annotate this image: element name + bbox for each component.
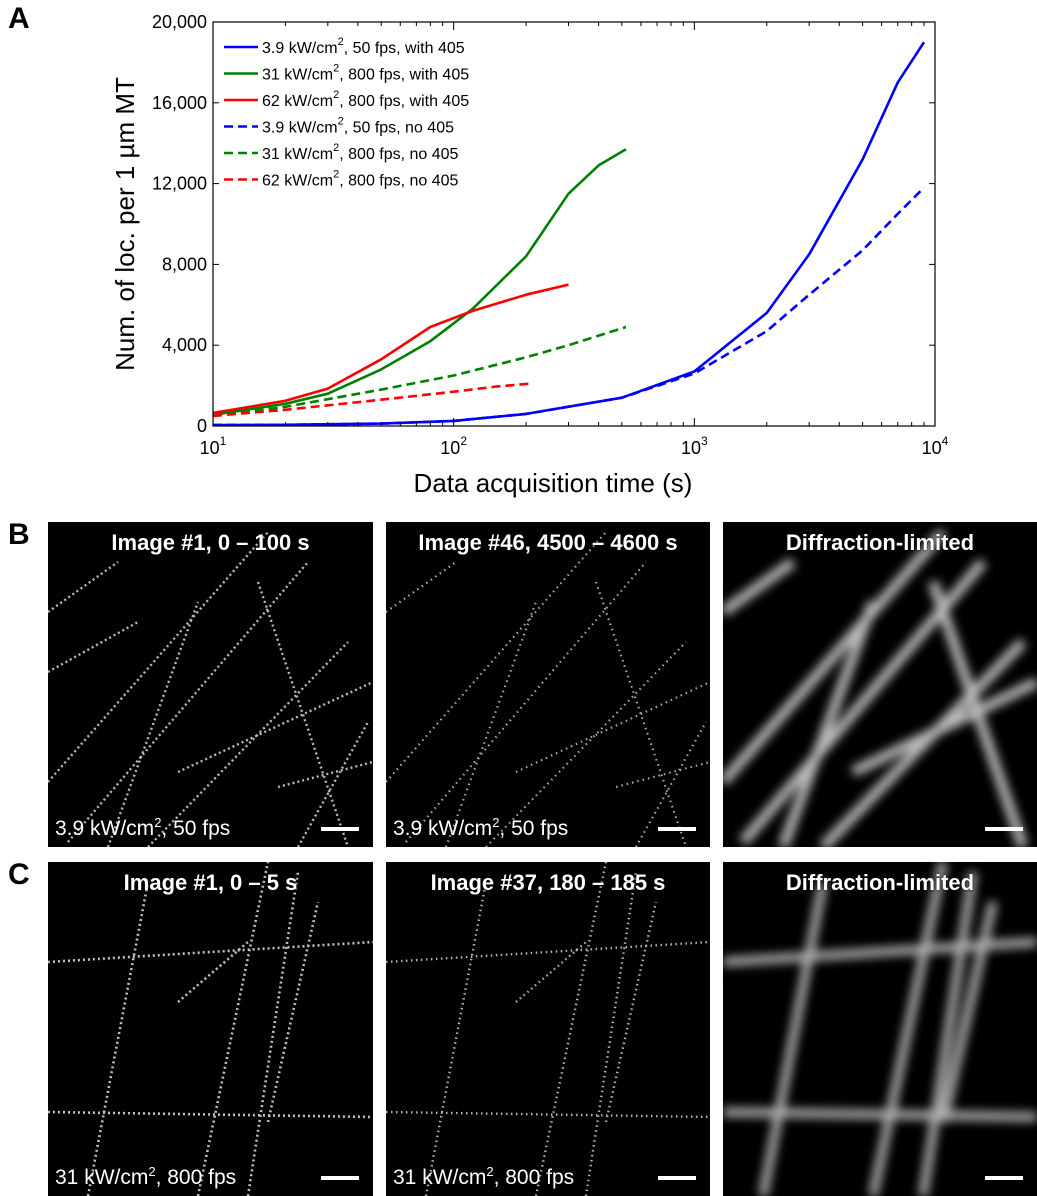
- panel-title: Diffraction-limited: [785, 530, 975, 555]
- y-tick-label: 0: [197, 416, 207, 436]
- x-tick-label: 102: [440, 434, 467, 458]
- microtubule-image: [48, 862, 373, 1196]
- series-line: [212, 148, 627, 417]
- legend-label: 31 kW/cm2, 800 fps, with 405: [262, 63, 469, 84]
- panel-title: Image #1, 0 – 100 s: [111, 530, 310, 555]
- microtubule-image: [386, 531, 710, 847]
- panel-title: Image #37, 180 – 185 s: [430, 870, 666, 895]
- y-axis-label: Num. of loc. per 1 µm MT: [110, 77, 140, 371]
- panel-title: Image #1, 0 – 5 s: [123, 870, 298, 895]
- y-tick-label: 16,000: [152, 93, 207, 113]
- legend-label: 3.9 kW/cm2, 50 fps, no 405: [262, 116, 454, 137]
- microtubule-image: [48, 531, 373, 847]
- condition-label: 31 kW/cm2, 800 fps: [393, 1164, 575, 1189]
- scale-bar: [321, 1176, 359, 1180]
- panel-letter-a: A: [8, 2, 30, 35]
- y-tick-label: 12,000: [152, 174, 207, 194]
- x-axis-label: Data acquisition time (s): [414, 468, 693, 498]
- scale-bar: [658, 1176, 696, 1180]
- panel-title: Diffraction-limited: [785, 870, 975, 895]
- panel-c-image-1: Image #1, 0 – 5 s 31 kW/cm2, 800 fps: [48, 862, 373, 1196]
- scale-bar: [321, 827, 359, 831]
- condition-label: 3.9 kW/cm2, 50 fps: [393, 815, 569, 840]
- series-line: [212, 283, 569, 415]
- series-line: [212, 325, 627, 418]
- line-chart: 0 4,000 8,000 12,000 16,000 20,000 101 102 103 10…: [110, 12, 949, 498]
- legend-label: 3.9 kW/cm2, 50 fps, with 405: [262, 36, 465, 57]
- scale-bar: [985, 1176, 1023, 1180]
- panel-letter-c: C: [8, 858, 30, 891]
- x-tick-label: 104: [922, 434, 949, 458]
- panel-b-image-1: Image #1, 0 – 100 s 3.9 kW/cm2, 50 fps: [48, 522, 373, 847]
- y-tick-label: 8,000: [162, 254, 207, 274]
- x-tick-label: 101: [200, 434, 227, 458]
- microtubule-image: [386, 862, 710, 1196]
- y-tick-label: 20,000: [152, 12, 207, 32]
- legend-label: 62 kW/cm2, 800 fps, with 405: [262, 89, 469, 110]
- y-tick-label: 4,000: [162, 335, 207, 355]
- diffraction-limited-image: [723, 862, 1037, 1196]
- condition-label: 3.9 kW/cm2, 50 fps: [55, 815, 231, 840]
- panel-b-image-3: Diffraction-limited: [723, 522, 1037, 847]
- panel-title: Image #46, 4500 – 4600 s: [418, 530, 678, 555]
- panel-b-image-2: Image #46, 4500 – 4600 s 3.9 kW/cm2, 50 …: [386, 522, 710, 847]
- legend-label: 31 kW/cm2, 800 fps, no 405: [262, 142, 459, 163]
- series-line: [212, 382, 532, 418]
- scale-bar: [985, 827, 1023, 831]
- panel-letter-b: B: [8, 518, 30, 551]
- scale-bar: [658, 827, 696, 831]
- plot-frame: [212, 21, 936, 427]
- legend: 3.9 kW/cm2, 50 fps, with 405 31 kW/cm2, 8…: [224, 36, 469, 190]
- panel-c-image-3: Diffraction-limited: [723, 862, 1037, 1196]
- legend-label: 62 kW/cm2, 800 fps, no 405: [262, 169, 459, 190]
- condition-label: 31 kW/cm2, 800 fps: [55, 1164, 237, 1189]
- diffraction-limited-image: [723, 528, 1037, 847]
- series-line: [212, 186, 925, 427]
- panel-c-image-2: Image #37, 180 – 185 s 31 kW/cm2, 800 fp…: [386, 862, 710, 1196]
- x-tick-label: 103: [681, 434, 708, 458]
